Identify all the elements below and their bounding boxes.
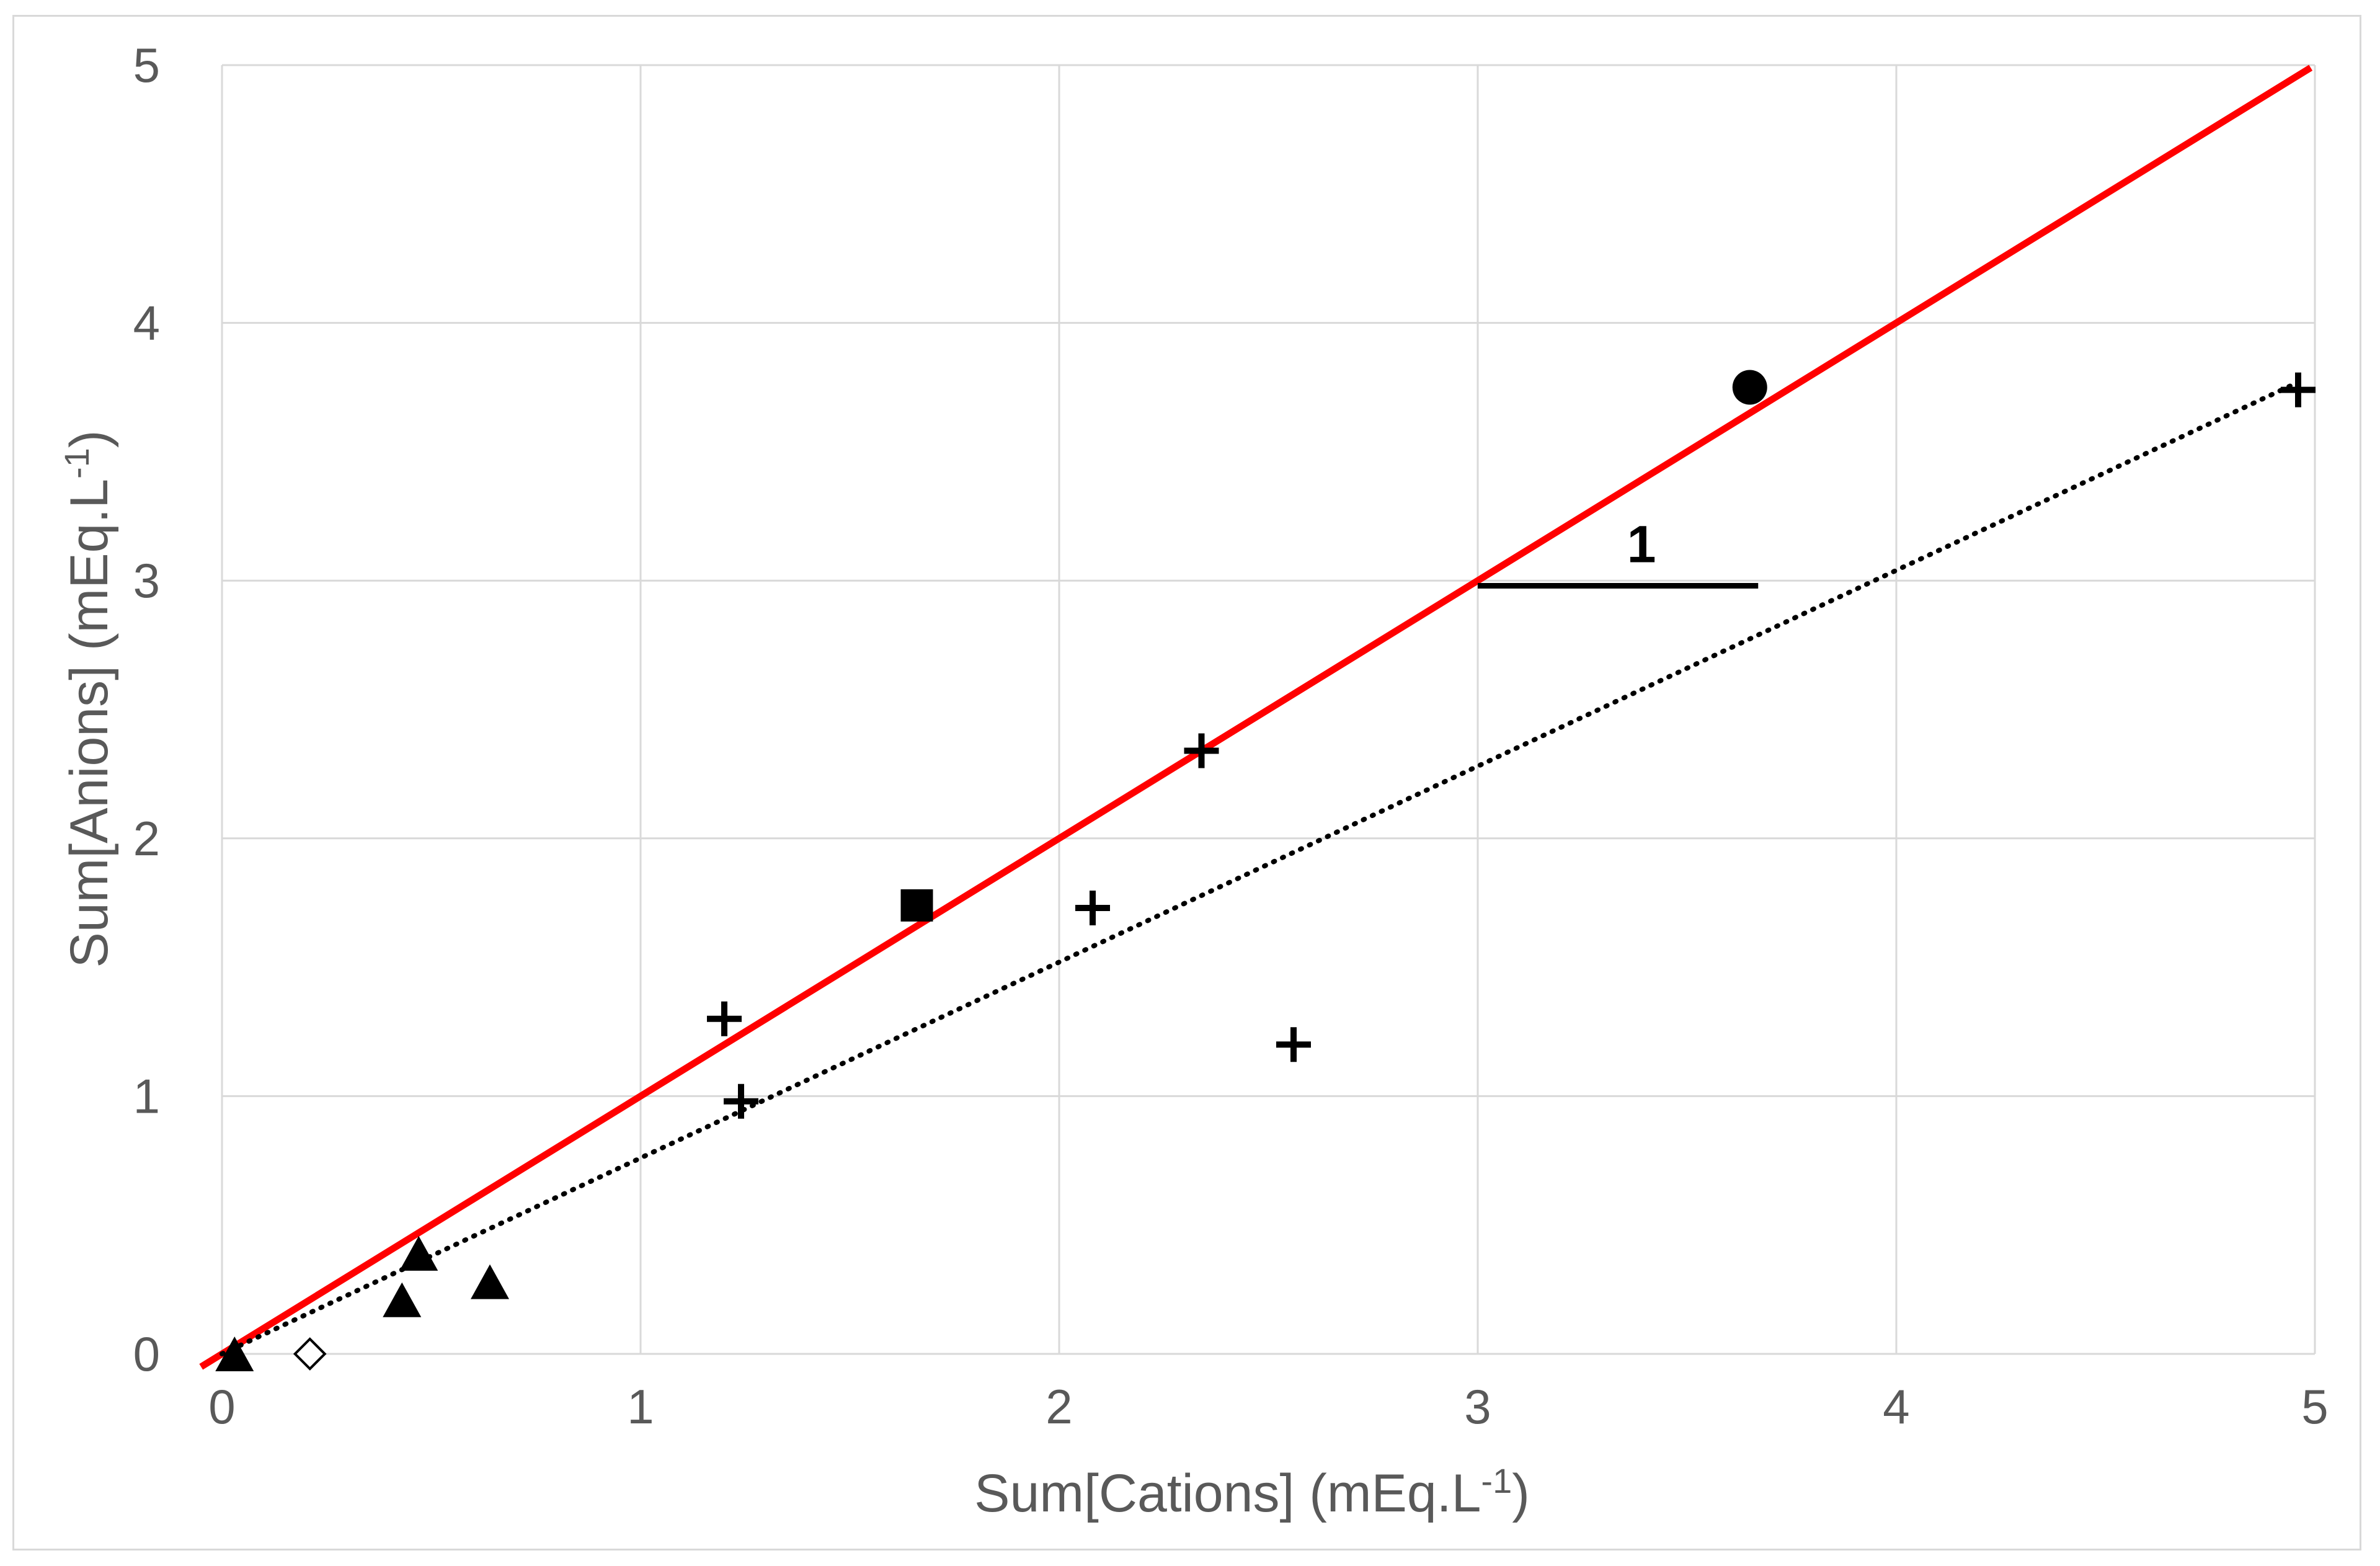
- chart-frame: 1 0 1 2 3 4 5 0 1 2 3 4 5 Sum[Cations] (mEq.L-1) Su…: [12, 15, 2361, 1550]
- x-tick-label: 0: [208, 1379, 235, 1434]
- y-tick-label: 4: [133, 296, 160, 350]
- triangle-point: [383, 1282, 422, 1317]
- plus-point: [1276, 1027, 1311, 1062]
- plus-point: [724, 1083, 758, 1119]
- reference-lines: [199, 65, 2313, 1370]
- tick-labels: 0 1 2 3 4 5 0 1 2 3 4 5: [133, 38, 2329, 1434]
- gridlines: [221, 64, 2316, 1355]
- x-axis-title: Sum[Cations] (mEq.L-1): [974, 1461, 1530, 1523]
- plus-point: [1075, 891, 1110, 926]
- x-tick-label: 3: [1464, 1379, 1491, 1434]
- x-tick-label: 4: [1883, 1379, 1909, 1434]
- x-tick-label: 2: [1046, 1379, 1072, 1434]
- y-axis-title: Sum[Anions] (mEq.L-1): [57, 430, 119, 968]
- triangle-point: [471, 1264, 509, 1299]
- circle-point: [1732, 370, 1767, 405]
- plus-point: [2281, 372, 2316, 407]
- slope-label: 1: [1627, 515, 1656, 574]
- y-tick-label: 5: [133, 38, 160, 92]
- x-tick-label: 1: [627, 1379, 654, 1434]
- y-tick-label: 3: [133, 553, 160, 608]
- square-point: [900, 889, 933, 922]
- slope-annotation: 1: [1478, 515, 1759, 589]
- y-tick-label: 0: [133, 1327, 160, 1381]
- scatter-chart: 1 0 1 2 3 4 5 0 1 2 3 4 5 Sum[Cations] (mEq.L-1) Su…: [57, 38, 2329, 1523]
- one-to-one-line: [199, 65, 2313, 1370]
- y-tick-label: 1: [133, 1069, 160, 1123]
- triangle-point: [215, 1337, 254, 1371]
- data-points: [215, 370, 2316, 1371]
- trend-line-dotted: [220, 380, 2301, 1356]
- plus-point: [707, 1001, 742, 1036]
- x-tick-label: 5: [2301, 1379, 2328, 1434]
- y-tick-label: 2: [133, 811, 160, 866]
- triangle-point: [399, 1235, 438, 1271]
- diamond-point: [293, 1337, 327, 1371]
- plus-point: [1184, 733, 1219, 768]
